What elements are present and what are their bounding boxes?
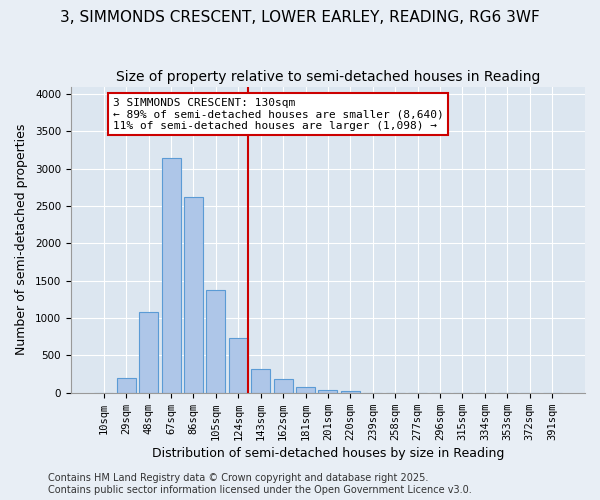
Title: Size of property relative to semi-detached houses in Reading: Size of property relative to semi-detach…	[116, 70, 540, 84]
Text: 3 SIMMONDS CRESCENT: 130sqm
← 89% of semi-detached houses are smaller (8,640)
11: 3 SIMMONDS CRESCENT: 130sqm ← 89% of sem…	[113, 98, 443, 131]
Bar	[116, 378, 136, 393]
Text: Contains HM Land Registry data © Crown copyright and database right 2025.
Contai: Contains HM Land Registry data © Crown c…	[48, 474, 472, 495]
Bar	[319, 390, 337, 393]
X-axis label: Distribution of semi-detached houses by size in Reading: Distribution of semi-detached houses by …	[152, 447, 504, 460]
Bar	[139, 312, 158, 393]
Bar	[251, 370, 270, 393]
Bar	[206, 290, 226, 393]
Bar	[161, 158, 181, 393]
Bar	[296, 387, 315, 393]
Bar	[274, 379, 293, 393]
Bar	[184, 197, 203, 393]
Bar	[341, 392, 360, 393]
Y-axis label: Number of semi-detached properties: Number of semi-detached properties	[15, 124, 28, 356]
Text: 3, SIMMONDS CRESCENT, LOWER EARLEY, READING, RG6 3WF: 3, SIMMONDS CRESCENT, LOWER EARLEY, READ…	[60, 10, 540, 25]
Bar	[229, 338, 248, 393]
